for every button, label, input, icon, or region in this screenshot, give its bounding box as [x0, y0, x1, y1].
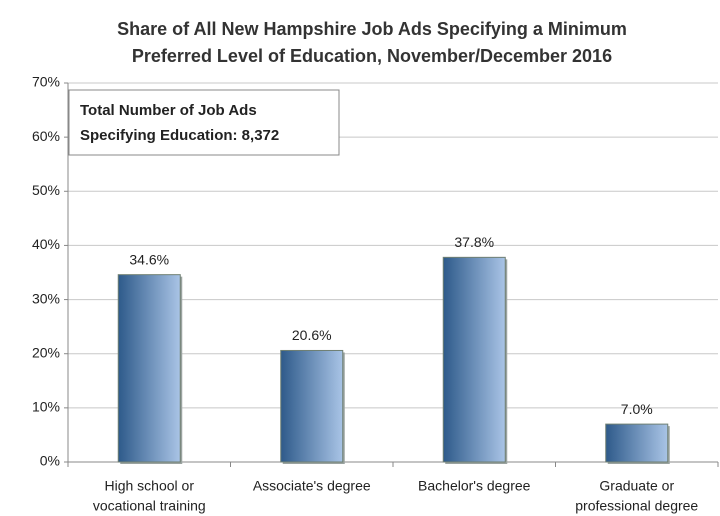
x-tick-label: Bachelor's degree: [418, 478, 531, 494]
chart-title: Share of All New Hampshire Job Ads Speci…: [117, 19, 627, 39]
annotation-box: [68, 89, 340, 156]
y-tick-label: 40%: [32, 236, 60, 252]
y-tick-label: 50%: [32, 182, 60, 198]
y-tick-label: 60%: [32, 128, 60, 144]
data-label: 37.8%: [454, 234, 494, 250]
data-label: 34.6%: [129, 251, 169, 267]
x-tick-label: professional degree: [575, 498, 698, 514]
x-tick-label: Graduate or: [599, 478, 674, 494]
bar: [442, 256, 506, 463]
bar: [605, 423, 669, 463]
annotation: Total Number of Job Ads: [80, 102, 257, 119]
data-label: 7.0%: [621, 401, 653, 417]
x-tick-label: High school or: [105, 478, 195, 494]
bar: [117, 274, 181, 463]
y-tick-label: 0%: [40, 453, 60, 469]
y-tick-label: 70%: [32, 74, 60, 90]
x-tick-label: Associate's degree: [253, 478, 371, 494]
y-tick-label: 10%: [32, 399, 60, 415]
x-tick-label: vocational training: [93, 498, 206, 514]
y-tick-label: 30%: [32, 290, 60, 306]
bar: [280, 349, 344, 463]
chart-title: Preferred Level of Education, November/D…: [132, 46, 612, 66]
y-tick-label: 20%: [32, 344, 60, 360]
annotation: Specifying Education: 8,372: [80, 127, 279, 144]
data-label: 20.6%: [292, 327, 332, 343]
